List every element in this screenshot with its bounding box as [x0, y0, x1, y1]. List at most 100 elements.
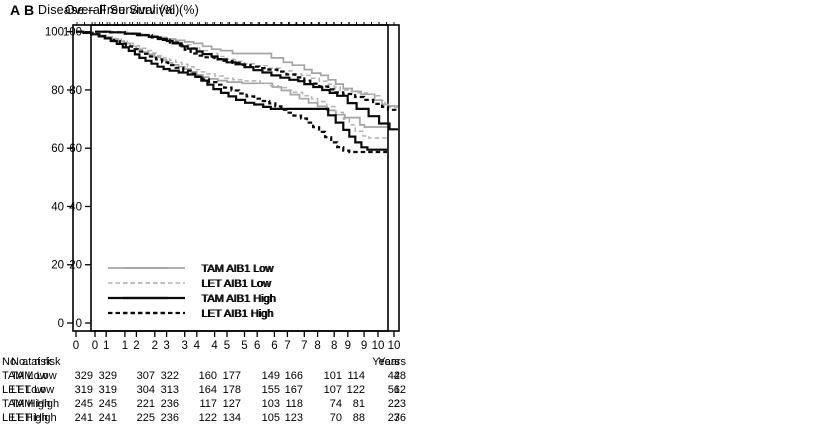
- risk-value: 236: [160, 412, 179, 424]
- x-tick-label: 9: [345, 340, 351, 352]
- risk-row-label: TAM Low: [11, 370, 57, 382]
- panel-a-title: Disease – Free Survival (%): [38, 3, 200, 17]
- x-tick-label: 8: [314, 340, 320, 352]
- risk-value: 117: [199, 398, 217, 410]
- survival-curve-let-aib1-high: [95, 30, 398, 111]
- risk-row-label: TAM High: [2, 398, 51, 410]
- risk-row-label: LET High: [2, 412, 48, 424]
- panel-overall-survival: B Overall Survival (%) 0 20 40 60 80 100 0 1 2 3 4…: [0, 2, 407, 428]
- legend-label: TAM AIB1 Low: [202, 263, 274, 275]
- risk-value: 329: [74, 370, 93, 382]
- risk-value: 177: [222, 370, 241, 382]
- risk-value: 88: [352, 412, 365, 424]
- survival-curve-tam-aib1-high: [76, 30, 387, 151]
- y-tick-label: 0: [76, 318, 82, 330]
- risk-value: 22: [387, 398, 400, 410]
- panel-disease-free-survival: A Disease – Free Survival (%) 0 20 40 60 80 1…: [0, 2, 407, 428]
- x-tick-label: 4: [211, 340, 218, 352]
- x-tick-label: 10: [372, 340, 385, 352]
- risk-value: 245: [74, 398, 93, 410]
- risk-value: 105: [261, 412, 280, 424]
- x-tick-label: 5: [241, 340, 247, 352]
- risk-value: 36: [393, 412, 406, 424]
- x-tick-label: 7: [284, 340, 290, 352]
- survival-curve-tam-aib1-high: [95, 30, 398, 131]
- risk-value: 114: [347, 370, 365, 382]
- survival-curve-tam-aib1-low: [95, 30, 398, 107]
- risk-value: 166: [284, 370, 303, 382]
- top-minor-ticks: [94, 22, 395, 25]
- risk-table-header: No. at risk: [11, 356, 61, 368]
- risk-row-label: LET High: [11, 412, 57, 424]
- x-tick-label: 4: [194, 340, 201, 352]
- legend-label: LET AIB1 High: [202, 308, 274, 320]
- risk-value: 236: [160, 398, 179, 410]
- risk-row-label: LET Low: [2, 384, 46, 396]
- risk-value: 81: [352, 398, 365, 410]
- risk-value: 221: [136, 398, 155, 410]
- legend-label: TAM AIB1 High: [202, 293, 276, 305]
- x-tick-label: 7: [301, 340, 307, 352]
- risk-value: 70: [329, 412, 342, 424]
- risk-value: 241: [98, 412, 117, 424]
- legend-label: LET AIB1 Low: [202, 278, 272, 290]
- risk-value: 101: [323, 370, 342, 382]
- risk-value: 225: [136, 412, 155, 424]
- y-tick-label: 40: [69, 201, 82, 213]
- x-tick-label: 2: [152, 340, 158, 352]
- x-tick-label: 0: [92, 340, 98, 352]
- risk-value: 149: [261, 370, 280, 382]
- legend-label: LET AIB1 High: [201, 308, 273, 320]
- dfs-number-at-risk-table: No. at risk Years TAM Low 329 307 160 149 101 42…: [0, 355, 407, 428]
- x-tick-label: 9: [361, 340, 367, 352]
- x-tick-label: 6: [254, 340, 260, 352]
- y-tick-label: 60: [51, 143, 64, 155]
- survival-curve-let-aib1-low: [95, 30, 398, 109]
- x-tick-label: 1: [103, 340, 109, 352]
- survival-curve-let-aib1-high: [76, 30, 387, 154]
- years-axis-label: Years: [372, 356, 400, 368]
- y-tick-label: 100: [45, 27, 64, 39]
- y-tick-label: 100: [63, 27, 82, 39]
- risk-value: 164: [198, 384, 217, 396]
- risk-value: 241: [74, 412, 93, 424]
- x-tick-label: 1: [122, 340, 128, 352]
- x-tick-label: 6: [271, 340, 277, 352]
- risk-value: 107: [323, 384, 342, 396]
- risk-table-header: No. at risk: [2, 356, 52, 368]
- risk-value: 122: [346, 384, 365, 396]
- risk-value: 74: [329, 398, 342, 410]
- risk-value: 127: [222, 398, 241, 410]
- risk-value: 62: [393, 384, 406, 396]
- panel-b-letter: B: [24, 2, 35, 18]
- risk-value: 319: [74, 384, 93, 396]
- panel-b-title: Overall Survival (%): [65, 3, 180, 17]
- y-tick-label: 40: [51, 201, 64, 213]
- risk-value: 304: [136, 384, 155, 396]
- risk-value: 167: [284, 384, 303, 396]
- risk-value: 42: [387, 370, 400, 382]
- risk-value: 134: [222, 412, 241, 424]
- y-tick-label: 0: [58, 318, 64, 330]
- x-tick-label: 10: [388, 340, 401, 352]
- risk-value: 123: [284, 412, 303, 424]
- risk-value: 313: [160, 384, 179, 396]
- y-tick-label: 20: [51, 260, 64, 272]
- y-tick-label: 60: [69, 143, 82, 155]
- risk-value: 118: [285, 398, 303, 410]
- legend-label: TAM AIB1 High: [201, 293, 275, 305]
- legend-label: LET AIB1 Low: [201, 278, 271, 290]
- risk-value: 160: [198, 370, 217, 382]
- x-tick-label: 8: [331, 340, 337, 352]
- x-tick-label: 0: [73, 340, 79, 352]
- os-number-at-risk-table: No. at risk Years TAM Low 329 322 177 166 114 48…: [0, 355, 407, 428]
- x-tick-label: 5: [224, 340, 230, 352]
- panel-a-letter: A: [10, 2, 21, 18]
- y-tick-label: 80: [69, 85, 82, 97]
- x-tick-label: 2: [133, 340, 139, 352]
- risk-value: 27: [387, 412, 400, 424]
- risk-value: 245: [98, 398, 117, 410]
